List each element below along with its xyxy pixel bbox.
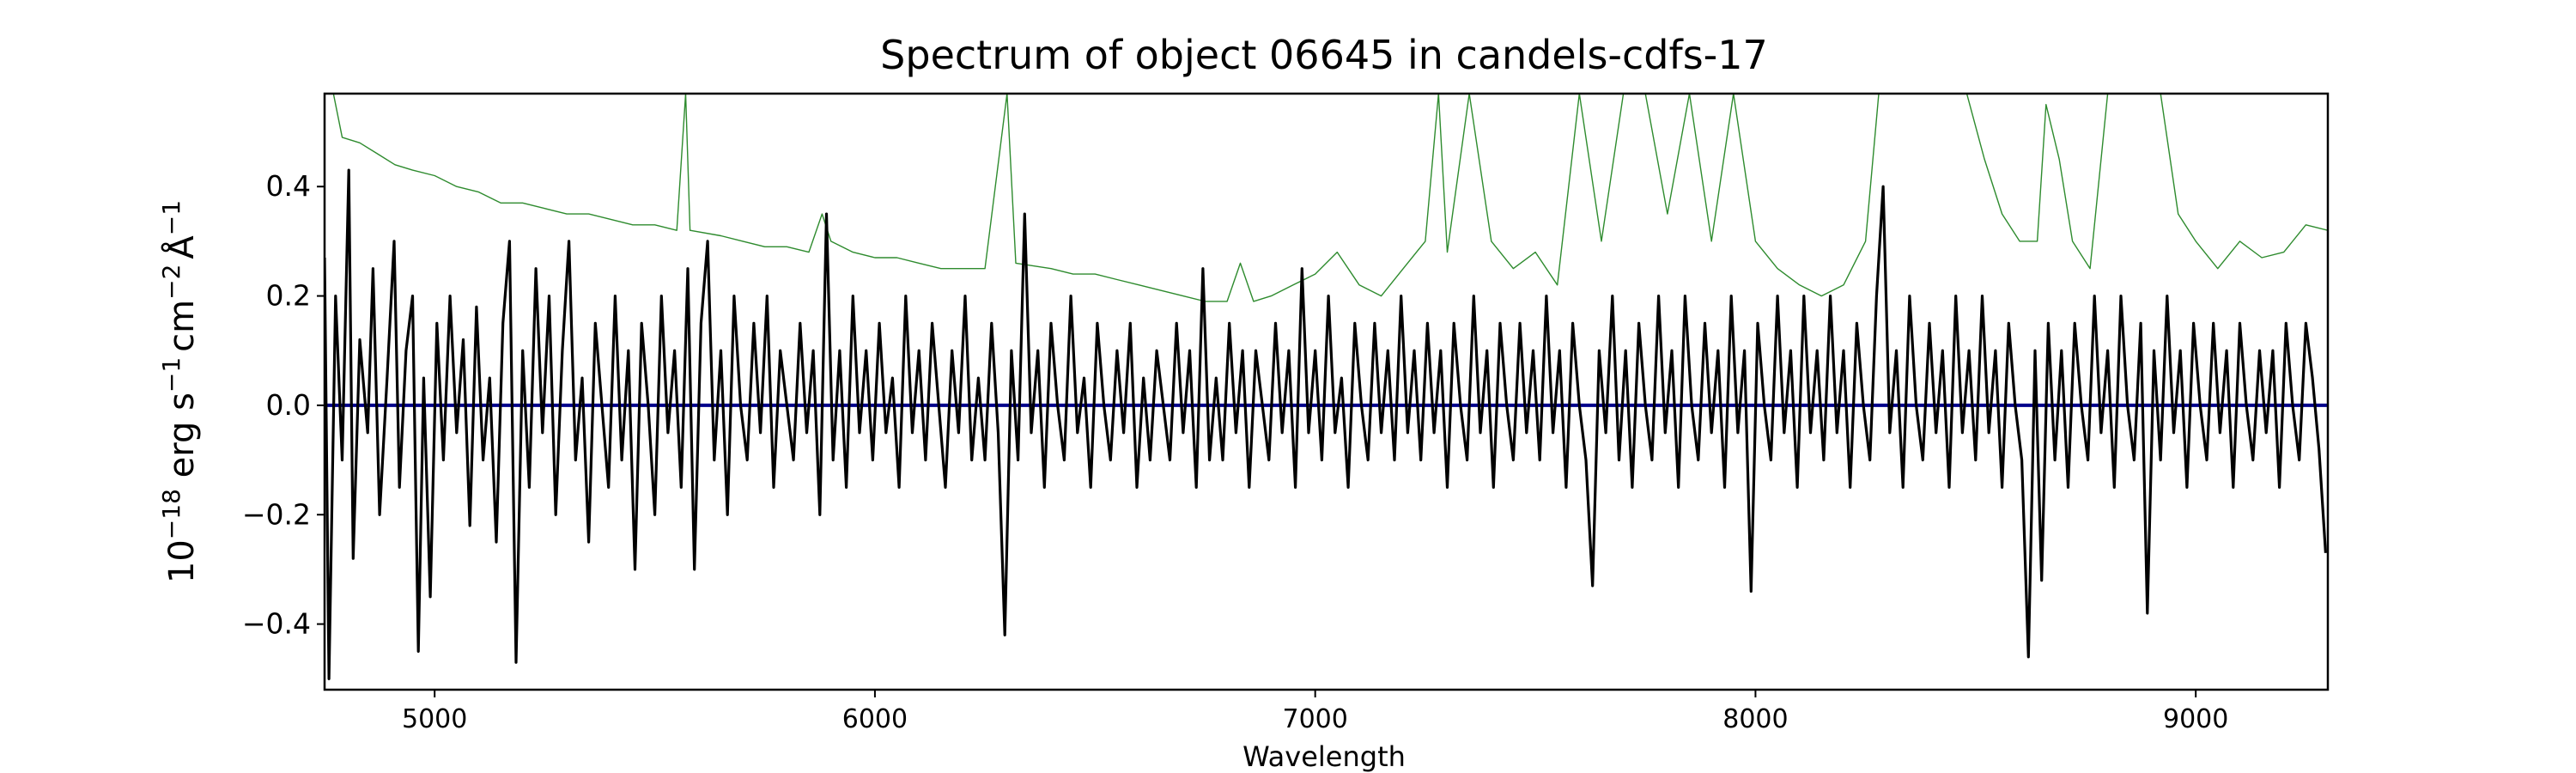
x-tick-label: 6000 [842,704,908,734]
series-layer [325,94,2328,680]
y-tick-label: 0.4 [266,169,311,203]
series-line-flux [325,168,2327,680]
x-tick-label: 7000 [1283,704,1348,734]
y-tick-label: −0.2 [242,497,311,531]
x-axis-label: Wavelength [1242,740,1406,773]
y-axis: −0.4 −0.2 0.0 0.2 0.4 [242,169,325,641]
y-axis-label: 10−18 erg s−1cm−2Å−1 [157,200,202,583]
plot-area [323,92,2330,691]
x-tick-label: 9000 [2163,704,2228,734]
y-tick-label: 0.2 [266,279,311,313]
x-tick-label: 5000 [402,704,467,734]
y-tick-label: −0.4 [242,607,311,641]
chart-title: Spectrum of object 06645 in candels-cdfs… [880,32,1768,78]
y-tick-label: 0.0 [266,388,311,422]
x-tick-label: 8000 [1722,704,1788,734]
series-line-noise-envelope [325,94,2328,302]
x-axis: 5000 6000 7000 8000 9000 [402,690,2228,734]
plot-frame [323,92,2330,691]
